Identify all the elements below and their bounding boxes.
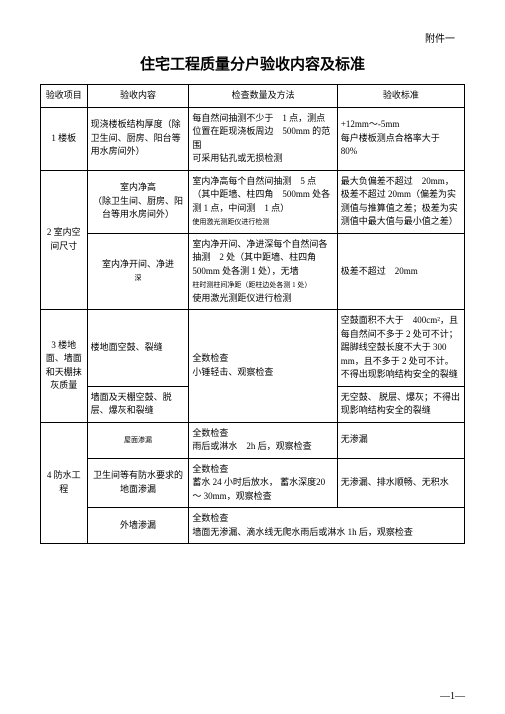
cell-method: 全数检查雨后或淋水 2h 后，观察检查 [189,422,337,458]
cell-content: 楼地面空鼓、裂缝 [87,310,189,387]
table-row: 1 楼板 现浇楼板结构厚度（除卫生间、厨房、阳台等用水房间外） 每自然间抽测不少… [41,107,465,170]
cell-standard: 空鼓面积不大于 400cm²，且每自然间不多于 2 处可不计；踢脚线空鼓长度不大… [337,310,464,387]
cell-content: 外墙渗漏 [87,508,189,544]
cell-method: 全数检查蓄水 24 小时后放水， 蓄水深度20～ 30mm，观察检查 [189,458,337,508]
cell-method: 全数检查墙面无渗漏、滴水线无爬水雨后或淋水 1h 后，观察检查 [189,508,465,544]
cell-content: 卫生间等有防水要求的地面渗漏 [87,458,189,508]
header-content: 验收内容 [87,85,189,108]
cell-standard: 最大负偏差不超过 20mm，极差不超过 20mm（偏差为实测值与推算值之差；极差… [337,170,464,233]
header-method: 检查数量及方法 [189,85,337,108]
header-project: 验收项目 [41,85,88,108]
cell-project: 2 室内空间尺寸 [41,170,88,310]
document-title: 住宅工程质量分户验收内容及标准 [40,53,465,74]
cell-standard: 无渗漏 [337,422,464,458]
table-row: 4 防水工程 屋面渗漏 全数检查雨后或淋水 2h 后，观察检查 无渗漏 [41,422,465,458]
table-row: 2 室内空间尺寸 室内净高（除卫生间、厨房、阳台等用水房间外） 室内净高每个自然… [41,170,465,233]
cell-standard: 无渗漏、排水顺畅、无积水 [337,458,464,508]
cell-project: 3 楼地面、墙面和天棚抹灰质量 [41,310,88,423]
cell-content: 墙面及天棚空鼓、脱层、爆灰和裂缝 [87,386,189,422]
cell-standard: 无空鼓、 脱层、爆灰；不得出现影响结构安全的裂缝 [337,386,464,422]
cell-content: 室内净开间、净进 深 [87,233,189,310]
attachment-label: 附件一 [40,30,465,45]
inspection-table: 验收项目 验收内容 检查数量及方法 验收标准 1 楼板 现浇楼板结构厚度（除卫生… [40,84,465,544]
cell-method: 全数检查小锤轻击、观察检查 [189,310,337,423]
page-number: 1 [440,691,465,702]
table-row: 外墙渗漏 全数检查墙面无渗漏、滴水线无爬水雨后或淋水 1h 后，观察检查 [41,508,465,544]
cell-standard: 极差不超过 20mm [337,233,464,310]
cell-method: 每自然间抽测不少于 1 点，测点位置在距现浇板周边 500mm 的范围可采用钻孔… [189,107,337,170]
header-standard: 验收标准 [337,85,464,108]
cell-content: 室内净高（除卫生间、厨房、阳台等用水房间外） [87,170,189,233]
table-row: 卫生间等有防水要求的地面渗漏 全数检查蓄水 24 小时后放水， 蓄水深度20～ … [41,458,465,508]
cell-method: 室内净开间、净进深每个自然间各抽测 2 处（其中距墙、柱四角 500mm 处各测… [189,233,337,310]
table-row: 室内净开间、净进 深 室内净开间、净进深每个自然间各抽测 2 处（其中距墙、柱四… [41,233,465,310]
table-row: 3 楼地面、墙面和天棚抹灰质量 楼地面空鼓、裂缝 全数检查小锤轻击、观察检查 空… [41,310,465,387]
cell-method: 室内净高每个自然间抽测 5 点（其中距墙、柱四角 500mm 处各测 1 点，中… [189,170,337,233]
cell-project: 4 防水工程 [41,422,88,544]
cell-project: 1 楼板 [41,107,88,170]
cell-content: 现浇楼板结构厚度（除卫生间、厨房、阳台等用水房间外） [87,107,189,170]
table-header-row: 验收项目 验收内容 检查数量及方法 验收标准 [41,85,465,108]
cell-standard: +12mm～-5mm每户楼板测点合格率大于 80% [337,107,464,170]
cell-content: 屋面渗漏 [87,422,189,458]
